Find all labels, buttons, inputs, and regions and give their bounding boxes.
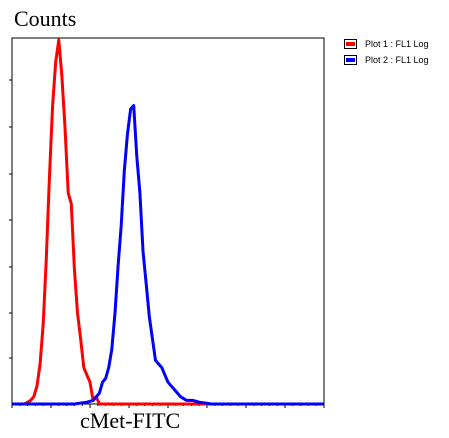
series-line-plot-1 [12, 38, 324, 406]
legend: Plot 1 : FL1 Log Plot 2 : FL1 Log [344, 36, 429, 68]
legend-label-plot-1: Plot 1 : FL1 Log [365, 39, 429, 49]
legend-swatch-plot-1 [344, 39, 357, 49]
plot-frame [11, 37, 325, 405]
x-axis-label: cMet-FITC [80, 408, 181, 433]
legend-swatch-plot-2 [344, 55, 357, 65]
series-line-plot-2 [12, 104, 324, 406]
legend-item-plot-2: Plot 2 : FL1 Log [344, 52, 429, 68]
legend-label-plot-2: Plot 2 : FL1 Log [365, 55, 429, 65]
chart-title: Counts [14, 6, 77, 31]
legend-item-plot-1: Plot 1 : FL1 Log [344, 36, 429, 52]
